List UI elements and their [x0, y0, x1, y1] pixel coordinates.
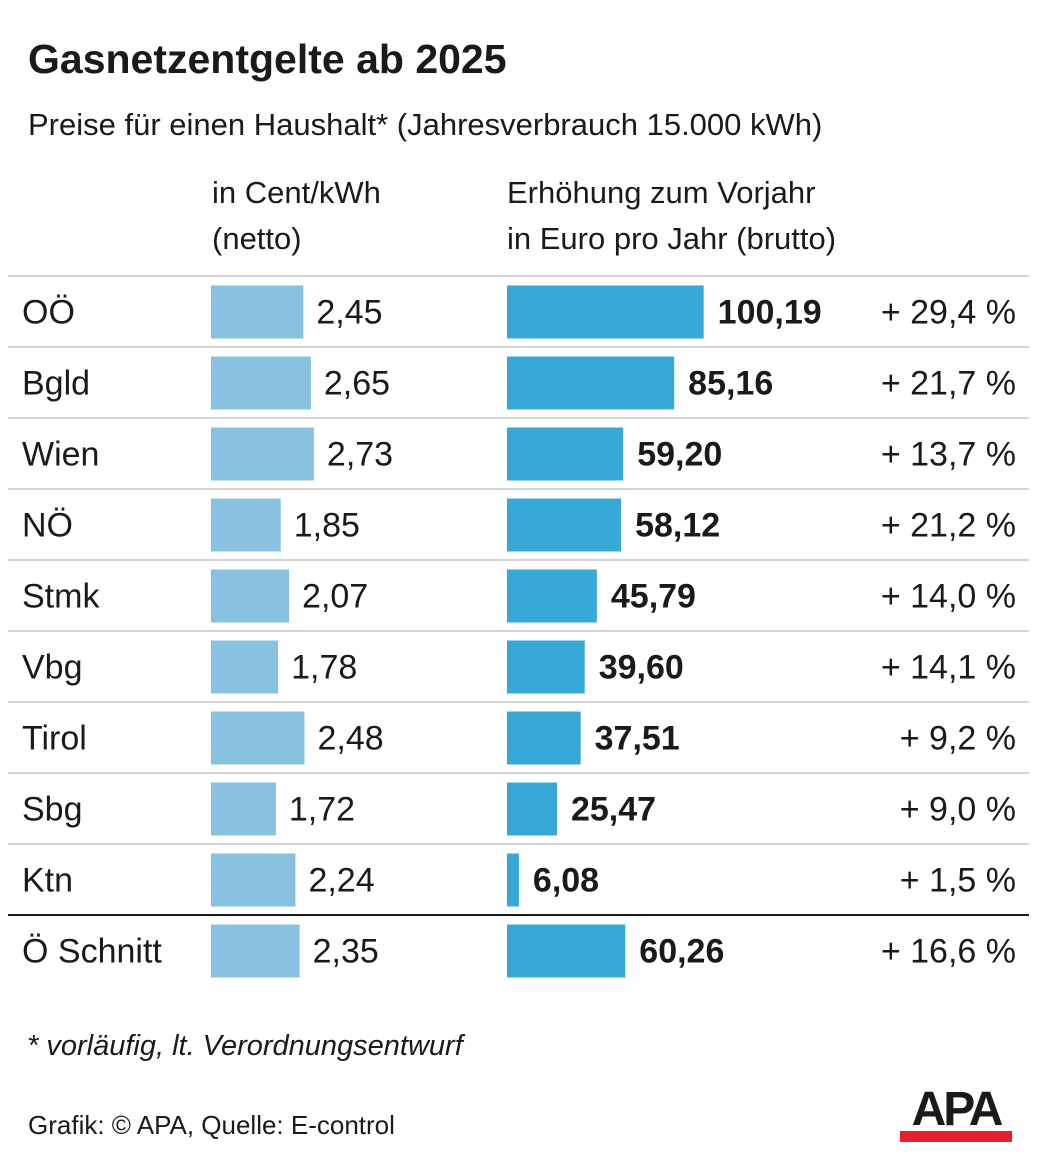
- cent-bar: [211, 711, 305, 765]
- apa-logo: APA: [898, 1086, 1014, 1142]
- cent-bar: [211, 427, 314, 481]
- cent-bar: [211, 853, 296, 907]
- cent-value-label: 2,24: [308, 862, 374, 900]
- percent-change-label: + 21,2 %: [881, 507, 1016, 545]
- cent-bar: [211, 569, 290, 623]
- cent-bar: [211, 782, 276, 836]
- percent-change-label: + 14,1 %: [881, 649, 1016, 687]
- increase-value-label: 60,26: [639, 933, 724, 971]
- row-label: Ö Schnitt: [22, 933, 162, 971]
- row-label: Wien: [22, 436, 99, 474]
- increase-bar: [507, 427, 624, 481]
- increase-bar: [507, 356, 675, 410]
- percent-change-label: + 13,7 %: [881, 436, 1016, 474]
- cent-value-label: 2,35: [313, 933, 379, 971]
- percent-change-label: + 21,7 %: [881, 365, 1016, 403]
- increase-value-label: 39,60: [599, 649, 684, 687]
- cent-bar: [211, 285, 304, 339]
- increase-bar: [507, 640, 585, 694]
- percent-change-label: + 9,0 %: [900, 791, 1016, 829]
- increase-value-label: 6,08: [533, 862, 599, 900]
- cent-header-line-1: in Cent/kWh: [212, 175, 381, 210]
- cent-column-header: in Cent/kWh (netto): [212, 170, 381, 262]
- apa-logo-red-bar: [900, 1131, 1012, 1142]
- increase-value-label: 58,12: [635, 507, 720, 545]
- cent-value-label: 2,45: [316, 294, 382, 332]
- bar-chart: OÖ 2,45 100,19 + 29,4 % Bgld 2,65 85,16 + 21,7 …: [8, 275, 1029, 978]
- row-label: Ktn: [22, 862, 73, 900]
- row-label: OÖ: [22, 294, 75, 332]
- row-label: Tirol: [22, 720, 87, 758]
- cent-bar: [211, 356, 311, 410]
- increase-bar: [507, 782, 557, 836]
- source-credit: Grafik: © APA, Quelle: E-control: [28, 1110, 395, 1140]
- cent-value-label: 2,65: [324, 365, 390, 403]
- cent-value-label: 1,72: [289, 791, 355, 829]
- increase-bar: [507, 711, 581, 765]
- cent-value-label: 2,73: [327, 436, 393, 474]
- percent-change-label: + 1,5 %: [900, 862, 1016, 900]
- increase-value-label: 45,79: [611, 578, 696, 616]
- percent-change-label: + 9,2 %: [900, 720, 1016, 758]
- percent-change-label: + 14,0 %: [881, 578, 1016, 616]
- increase-bar: [507, 569, 597, 623]
- percent-change-label: + 29,4 %: [881, 294, 1016, 332]
- row-label: Vbg: [22, 649, 83, 687]
- footnote: * vorläufig, lt. Verordnungsentwurf: [27, 1030, 463, 1062]
- apa-logo-text: APA: [911, 1083, 1004, 1136]
- increase-value-label: 37,51: [595, 720, 680, 758]
- percent-change-label: + 16,6 %: [881, 933, 1016, 971]
- row-label: Stmk: [22, 578, 100, 616]
- cent-bar: [211, 640, 279, 694]
- increase-bar: [507, 498, 622, 552]
- row-label: NÖ: [22, 507, 73, 545]
- row-label: Bgld: [22, 365, 90, 403]
- row-label: Sbg: [22, 791, 83, 829]
- increase-value-label: 100,19: [718, 294, 822, 332]
- increase-value-label: 85,16: [688, 365, 773, 403]
- increase-value-label: 59,20: [637, 436, 722, 474]
- cent-bar: [211, 498, 281, 552]
- cent-value-label: 2,48: [317, 720, 383, 758]
- increase-bar: [507, 853, 519, 907]
- increase-bar: [507, 285, 704, 339]
- cent-value-label: 1,78: [291, 649, 357, 687]
- increase-header-line-2: in Euro pro Jahr (brutto): [507, 221, 837, 256]
- increase-column-header: Erhöhung zum Vorjahr in Euro pro Jahr (b…: [507, 170, 836, 262]
- chart-subtitle: Preise für einen Haushalt* (Jahresverbra…: [28, 107, 823, 142]
- cent-header-line-2: (netto): [212, 221, 302, 256]
- chart-title: Gasnetzentgelte ab 2025: [28, 36, 507, 82]
- cent-bar: [211, 924, 300, 978]
- increase-value-label: 25,47: [571, 791, 656, 829]
- cent-value-label: 2,07: [302, 578, 368, 616]
- increase-header-line-1: Erhöhung zum Vorjahr: [507, 175, 816, 210]
- increase-bar: [507, 924, 626, 978]
- cent-value-label: 1,85: [294, 507, 360, 545]
